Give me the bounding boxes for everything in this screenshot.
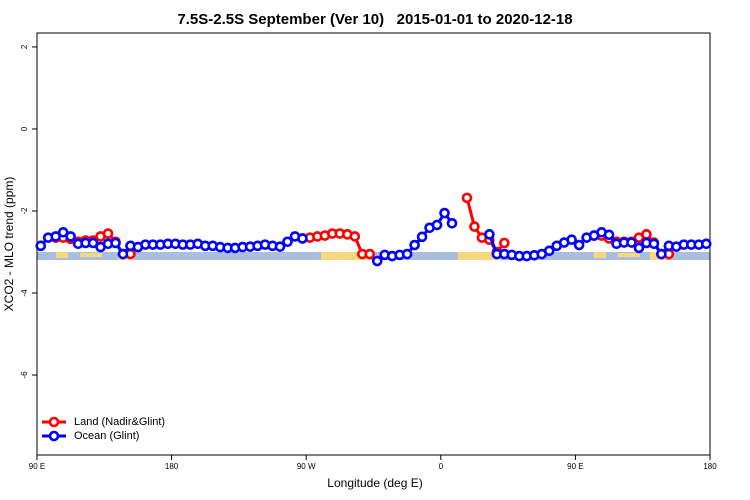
x-tick-label: 90 E — [29, 462, 45, 471]
series-point — [110, 237, 121, 249]
y-tick-label: 0 — [20, 126, 29, 131]
chart-title: 7.5S-2.5S September (Ver 10) 2015-01-01 … — [177, 11, 572, 28]
series-point — [469, 221, 480, 232]
series-point — [117, 248, 129, 260]
series-point — [349, 231, 361, 242]
series-point — [543, 245, 555, 257]
series-point — [431, 219, 443, 231]
legend-label: Ocean (Glint) — [74, 430, 139, 442]
land-band — [321, 252, 371, 260]
series-point — [364, 248, 376, 260]
y-tick-label: -4 — [20, 289, 29, 297]
legend-label: Land (Nadir&Glint) — [74, 416, 165, 428]
series-point — [297, 233, 308, 244]
land-band — [80, 253, 102, 257]
series-point — [626, 237, 637, 248]
y-axis-label: XCO2 - MLO trend (ppm) — [2, 177, 16, 312]
series-point — [416, 231, 428, 243]
series-point — [274, 241, 286, 252]
series-point — [700, 238, 712, 250]
series-point — [87, 237, 99, 249]
legend-marker — [48, 430, 60, 442]
series-point — [282, 236, 293, 248]
y-tick-label: -2 — [20, 207, 29, 215]
legend: Land (Nadir&Glint) Ocean (Glint) — [42, 416, 165, 442]
series-point — [446, 217, 458, 229]
land-band — [458, 252, 500, 260]
series-point — [50, 231, 61, 242]
land-band — [618, 253, 640, 257]
x-tick-label: 180 — [703, 462, 717, 471]
series-point — [484, 229, 495, 240]
series-point — [573, 239, 585, 251]
series-point — [648, 238, 660, 250]
x-axis-label: Longitude (deg E) — [327, 476, 422, 490]
y-tick-label: 2 — [20, 44, 29, 49]
series-point — [499, 237, 510, 249]
series-point — [566, 234, 577, 245]
series-point — [35, 240, 47, 252]
series-point — [102, 228, 114, 239]
legend-marker — [48, 416, 60, 428]
x-tick-label: 90 E — [567, 462, 583, 471]
series-point — [656, 248, 667, 260]
series-point — [57, 227, 69, 238]
x-tick-label: 90 W — [297, 462, 316, 471]
x-tick-label: 180 — [165, 462, 179, 471]
y-tick-label: -6 — [20, 371, 29, 379]
series-point — [401, 248, 413, 260]
series-point — [371, 255, 383, 267]
series-point — [641, 229, 652, 240]
land-band — [594, 252, 606, 258]
series-point — [603, 229, 615, 241]
series-point — [633, 242, 645, 254]
series-point — [439, 207, 450, 219]
land-band — [56, 252, 68, 258]
series-point — [409, 239, 420, 251]
series-point — [65, 231, 76, 242]
x-tick-label: 0 — [439, 462, 444, 471]
series-point — [461, 192, 473, 204]
